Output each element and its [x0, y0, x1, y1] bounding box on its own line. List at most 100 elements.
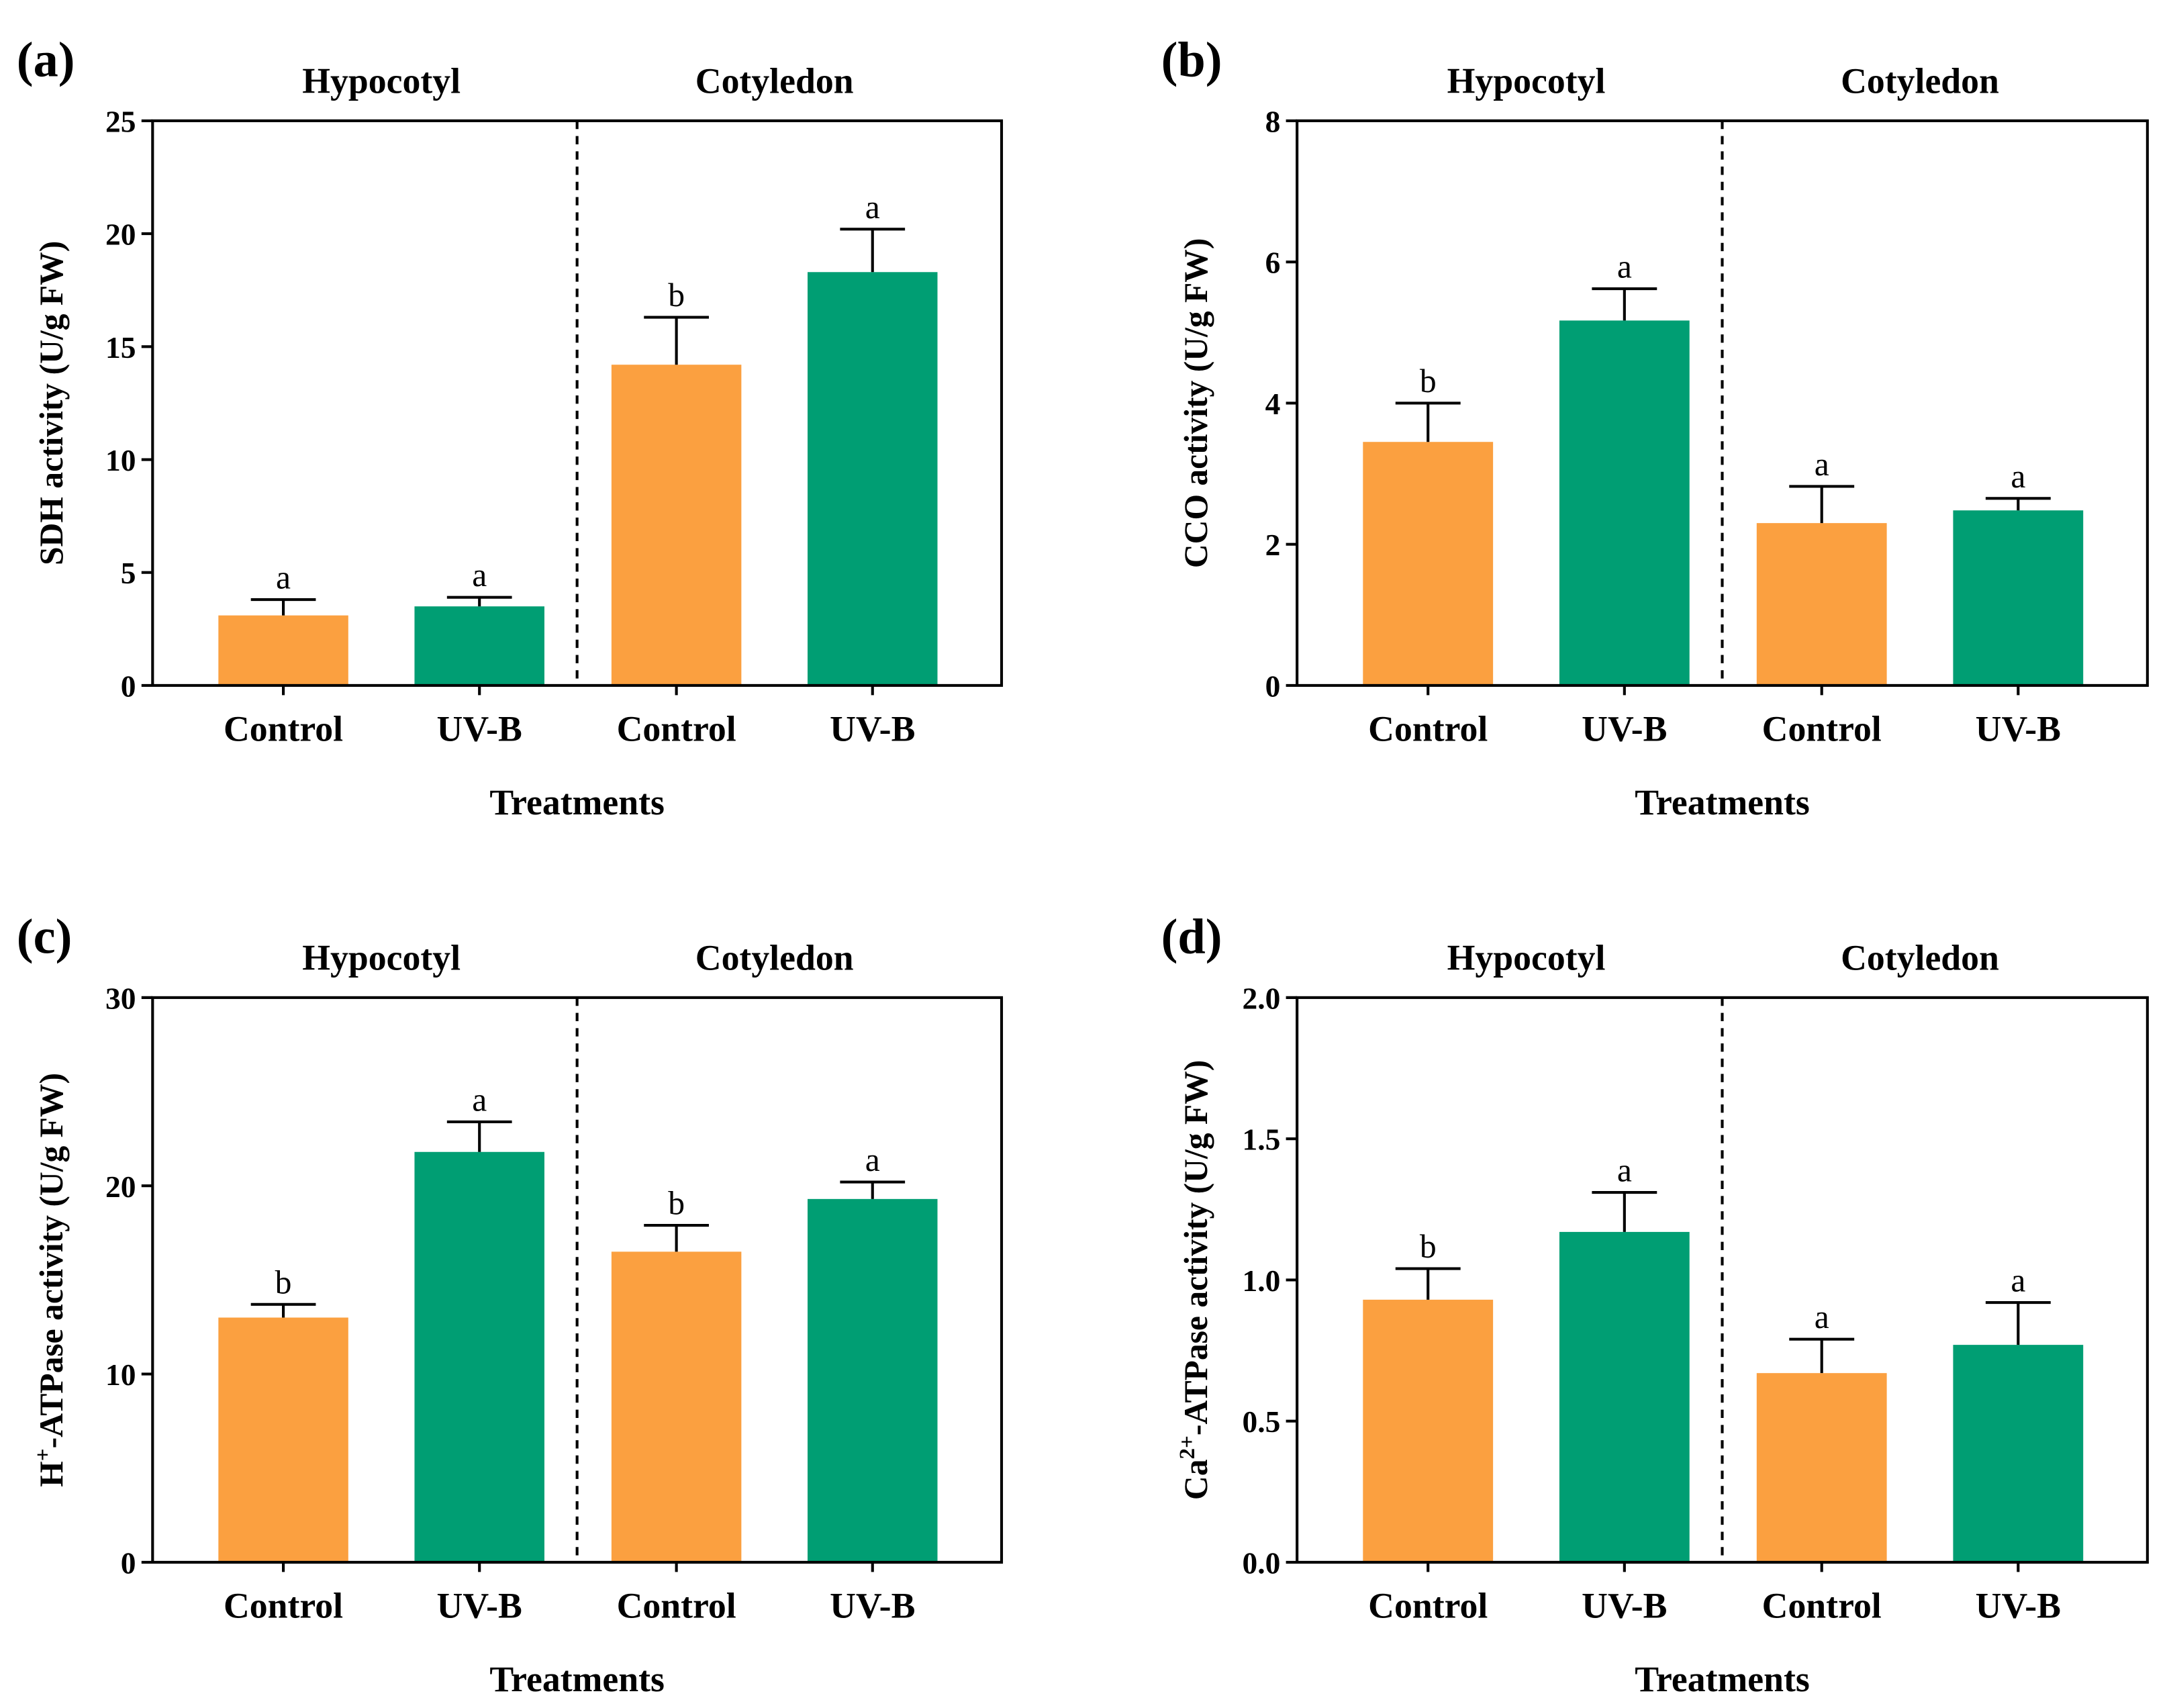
x-tick-label: Control: [617, 1586, 736, 1626]
x-tick-label: Control: [1368, 1586, 1488, 1626]
y-tick-label: 2: [1265, 528, 1281, 562]
x-axis-label: Treatments: [489, 782, 665, 822]
y-tick-label: 20: [105, 1170, 136, 1204]
significance-label: a: [276, 559, 291, 596]
x-tick-label: UV-B: [437, 709, 522, 749]
y-tick-label: 30: [105, 981, 136, 1015]
y-tick-label: 1.5: [1243, 1123, 1281, 1157]
bar: [1559, 320, 1690, 685]
y-axis-label: Ca2+-ATPase activity (U/g FW): [1175, 1060, 1214, 1500]
significance-label: a: [1815, 1298, 1829, 1335]
panel-d: b Control a UV-B a Control a UV-B 0.0 0.5 1.0 1.5 2.…: [1161, 910, 2149, 1699]
x-tick-label: Control: [617, 709, 736, 749]
y-tick-label: 10: [105, 443, 136, 477]
y-axis-label: SDH activity (U/g FW): [33, 241, 70, 565]
y-label-text: CCO activity (U/g FW): [1177, 238, 1214, 569]
significance-label: a: [1815, 446, 1829, 483]
x-tick-label: Control: [1762, 1586, 1882, 1626]
x-tick-label: UV-B: [437, 1586, 522, 1626]
bar: [1559, 1231, 1690, 1562]
y-tick-label: 10: [105, 1358, 136, 1392]
group-label: Hypocotyl: [302, 61, 461, 101]
bar: [1363, 442, 1494, 685]
bar: [808, 1198, 938, 1562]
y-tick-label: 15: [105, 330, 136, 365]
y-label-text: SDH activity (U/g FW): [33, 241, 70, 565]
significance-label: a: [1617, 248, 1632, 285]
group-label: Cotyledon: [695, 938, 854, 978]
significance-label: a: [865, 1141, 880, 1178]
significance-label: b: [668, 277, 685, 314]
bar: [808, 272, 938, 685]
significance-label: a: [472, 557, 487, 594]
significance-label: a: [865, 189, 880, 226]
y-label-superscript: 2+: [1175, 1435, 1200, 1459]
significance-label: a: [472, 1081, 487, 1118]
group-label: Hypocotyl: [1447, 61, 1606, 101]
y-tick-label: 5: [121, 556, 136, 590]
group-label: Cotyledon: [1841, 61, 1999, 101]
significance-label: b: [668, 1185, 685, 1222]
y-label-text: -ATPase activity (U/g FW): [1177, 1060, 1214, 1435]
panel-b: b Control a UV-B a Control a UV-B 0 2 4 6 8 Hypocotyl…: [1161, 33, 2149, 822]
bar: [611, 365, 742, 685]
group-label: Cotyledon: [695, 61, 854, 101]
y-tick-label: 0: [1265, 669, 1281, 703]
bar: [414, 606, 544, 685]
bar: [1363, 1299, 1494, 1562]
significance-label: b: [1420, 363, 1437, 399]
panel-letter: (b): [1161, 33, 1222, 88]
y-tick-label: 8: [1265, 104, 1281, 138]
significance-label: a: [1617, 1152, 1632, 1189]
x-tick-label: UV-B: [1976, 709, 2061, 749]
panel-letter: (c): [17, 910, 73, 965]
group-label: Hypocotyl: [1447, 938, 1606, 978]
bar: [611, 1251, 742, 1562]
y-tick-label: 0: [121, 669, 136, 703]
bar: [1953, 1345, 2084, 1562]
x-axis-label: Treatments: [489, 1659, 665, 1699]
y-tick-label: 1.0: [1243, 1264, 1281, 1298]
bar: [218, 1317, 348, 1562]
group-label: Cotyledon: [1841, 938, 1999, 978]
y-tick-label: 6: [1265, 246, 1281, 280]
x-axis-label: Treatments: [1635, 782, 1810, 822]
y-tick-label: 25: [105, 104, 136, 138]
y-tick-label: 0.0: [1243, 1546, 1281, 1580]
significance-label: b: [1420, 1228, 1437, 1265]
y-label-superscript: +: [31, 1448, 55, 1461]
y-tick-label: 4: [1265, 387, 1281, 421]
y-axis-label: CCO activity (U/g FW): [1177, 238, 1214, 569]
panel-a: a Control a UV-B b Control a UV-B 0 5 10 15 20 25 Hypo…: [17, 33, 1004, 822]
x-axis-label: Treatments: [1635, 1659, 1810, 1699]
panel-c: b Control a UV-B b Control a UV-B 0 10 20 30 Hypocot…: [17, 910, 1004, 1699]
y-label-text: -ATPase activity (U/g FW): [33, 1073, 70, 1448]
y-tick-label: 0.5: [1243, 1405, 1281, 1439]
bar: [1953, 510, 2084, 685]
bar: [1756, 1373, 1887, 1562]
panel-letter: (a): [17, 33, 75, 88]
y-label-text: Ca: [1177, 1459, 1214, 1500]
y-tick-label: 20: [105, 218, 136, 252]
x-tick-label: Control: [1762, 709, 1882, 749]
panel-letter: (d): [1161, 910, 1222, 965]
x-tick-label: UV-B: [830, 709, 915, 749]
bar: [1756, 523, 1887, 685]
y-tick-label: 2.0: [1243, 981, 1281, 1015]
x-tick-label: UV-B: [830, 1586, 915, 1626]
x-tick-label: UV-B: [1582, 1586, 1667, 1626]
x-tick-label: Control: [224, 1586, 343, 1626]
y-label-text: H: [33, 1461, 70, 1487]
x-tick-label: UV-B: [1582, 709, 1667, 749]
x-tick-label: Control: [224, 709, 343, 749]
y-tick-label: 0: [121, 1546, 136, 1580]
bar: [414, 1151, 544, 1562]
significance-label: a: [2011, 1262, 2025, 1299]
x-tick-label: UV-B: [1976, 1586, 2061, 1626]
x-tick-label: Control: [1368, 709, 1488, 749]
y-axis-label: H+-ATPase activity (U/g FW): [31, 1073, 70, 1487]
bar: [218, 615, 348, 685]
significance-label: b: [275, 1264, 292, 1300]
group-label: Hypocotyl: [302, 938, 461, 978]
